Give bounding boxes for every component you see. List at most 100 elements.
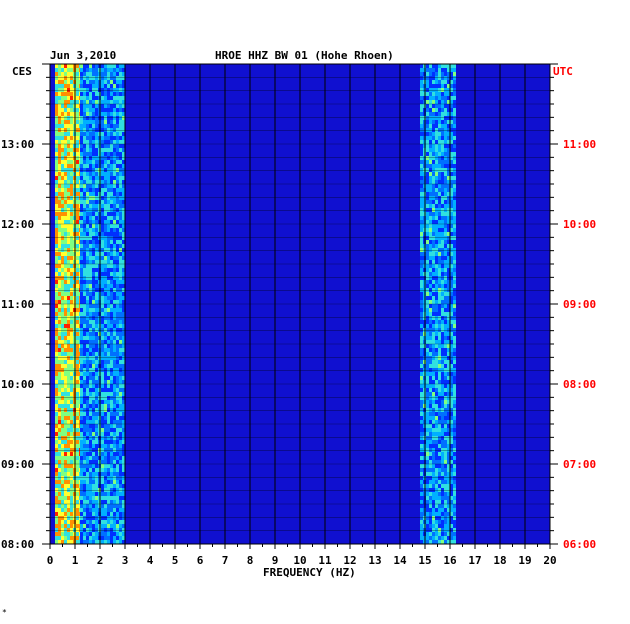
heatmap-cell	[61, 160, 64, 164]
heatmap-cell	[420, 472, 423, 476]
heatmap-cell	[101, 84, 104, 88]
heatmap-cell	[76, 448, 79, 452]
heatmap-cell	[80, 476, 83, 480]
heatmap-cell	[119, 424, 122, 428]
heatmap-cell	[101, 356, 104, 360]
heatmap-cell	[435, 472, 438, 476]
heatmap-cell	[113, 296, 116, 300]
heatmap-cell	[420, 380, 423, 384]
heatmap-cell	[444, 528, 447, 532]
heatmap-cell	[435, 216, 438, 220]
heatmap-cell	[76, 424, 79, 428]
heatmap-cell	[429, 228, 432, 232]
heatmap-cell	[113, 92, 116, 96]
heatmap-cell	[441, 272, 444, 276]
heatmap-cell	[441, 152, 444, 156]
heatmap-cell	[110, 336, 113, 340]
heatmap-cell	[450, 332, 453, 336]
x-tick-label: 17	[468, 554, 481, 567]
heatmap-cell	[119, 160, 122, 164]
heatmap-cell	[110, 284, 113, 288]
heatmap-cell	[429, 248, 432, 252]
heatmap-cell	[119, 100, 122, 104]
heatmap-cell	[92, 428, 95, 432]
heatmap-cell	[101, 212, 104, 216]
heatmap-cell	[89, 164, 92, 168]
heatmap-cell	[92, 172, 95, 176]
heatmap-cell	[113, 392, 116, 396]
heatmap-cell	[435, 188, 438, 192]
heatmap-cell	[122, 432, 125, 436]
heatmap-cell	[67, 380, 70, 384]
heatmap-cell	[58, 408, 61, 412]
heatmap-cell	[64, 72, 67, 76]
heatmap-cell	[83, 136, 86, 140]
heatmap-cell	[89, 156, 92, 160]
heatmap-cell	[67, 240, 70, 244]
heatmap-cell	[80, 308, 83, 312]
heatmap-cell	[122, 260, 125, 264]
heatmap-cell	[432, 500, 435, 504]
heatmap-cell	[119, 300, 122, 304]
heatmap-cell	[444, 336, 447, 340]
heatmap-cell	[101, 340, 104, 344]
heatmap-cell	[420, 532, 423, 536]
heatmap-cell	[447, 524, 450, 528]
heatmap-cell	[420, 336, 423, 340]
heatmap-cell	[104, 472, 107, 476]
heatmap-cell	[438, 524, 441, 528]
heatmap-cell	[429, 120, 432, 124]
heatmap-cell	[426, 272, 429, 276]
heatmap-cell	[432, 108, 435, 112]
heatmap-cell	[426, 344, 429, 348]
heatmap-cell	[426, 292, 429, 296]
heatmap-cell	[122, 324, 125, 328]
heatmap-cell	[95, 404, 98, 408]
heatmap-cell	[101, 468, 104, 472]
heatmap-cell	[70, 520, 73, 524]
heatmap-cell	[426, 512, 429, 516]
heatmap-cell	[438, 172, 441, 176]
heatmap-cell	[89, 492, 92, 496]
heatmap-cell	[441, 492, 444, 496]
heatmap-cell	[70, 244, 73, 248]
heatmap-cell	[444, 268, 447, 272]
heatmap-cell	[447, 328, 450, 332]
heatmap-cell	[70, 232, 73, 236]
heatmap-cell	[86, 420, 89, 424]
heatmap-cell	[447, 144, 450, 148]
heatmap-cell	[107, 432, 110, 436]
heatmap-cell	[110, 176, 113, 180]
heatmap-cell	[61, 284, 64, 288]
heatmap-cell	[122, 332, 125, 336]
heatmap-cell	[67, 84, 70, 88]
heatmap-cell	[444, 124, 447, 128]
heatmap-cell	[80, 384, 83, 388]
heatmap-cell	[441, 288, 444, 292]
heatmap-cell	[107, 196, 110, 200]
heatmap-cell	[61, 156, 64, 160]
heatmap-cell	[116, 460, 119, 464]
heatmap-cell	[420, 72, 423, 76]
heatmap-cell	[420, 500, 423, 504]
heatmap-cell	[119, 252, 122, 256]
heatmap-cell	[420, 304, 423, 308]
heatmap-cell	[101, 120, 104, 124]
heatmap-cell	[58, 224, 61, 228]
heatmap-cell	[122, 308, 125, 312]
heatmap-cell	[70, 260, 73, 264]
heatmap-cell	[101, 184, 104, 188]
heatmap-cell	[107, 428, 110, 432]
heatmap-cell	[420, 164, 423, 168]
heatmap-cell	[441, 444, 444, 448]
heatmap-cell	[64, 236, 67, 240]
heatmap-cell	[55, 492, 58, 496]
heatmap-cell	[435, 308, 438, 312]
heatmap-cell	[107, 216, 110, 220]
heatmap-cell	[83, 292, 86, 296]
heatmap-cell	[453, 88, 456, 92]
heatmap-cell	[441, 388, 444, 392]
heatmap-cell	[444, 376, 447, 380]
heatmap-cell	[67, 540, 70, 544]
heatmap-cell	[104, 300, 107, 304]
